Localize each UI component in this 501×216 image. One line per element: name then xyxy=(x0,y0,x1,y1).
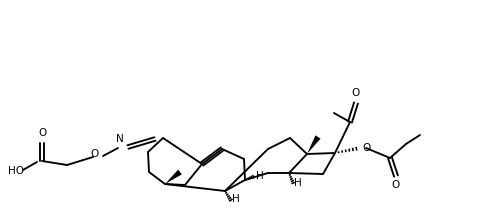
Text: H: H xyxy=(256,171,264,181)
Text: N: N xyxy=(116,134,124,144)
Text: HO: HO xyxy=(8,166,24,176)
Text: O: O xyxy=(391,180,399,190)
Text: O: O xyxy=(91,149,99,159)
Polygon shape xyxy=(165,170,181,184)
Text: O: O xyxy=(351,88,359,98)
Text: H: H xyxy=(231,194,239,204)
Text: H: H xyxy=(294,178,301,188)
Text: O: O xyxy=(361,143,370,153)
Text: O: O xyxy=(39,128,47,138)
Polygon shape xyxy=(307,135,320,154)
